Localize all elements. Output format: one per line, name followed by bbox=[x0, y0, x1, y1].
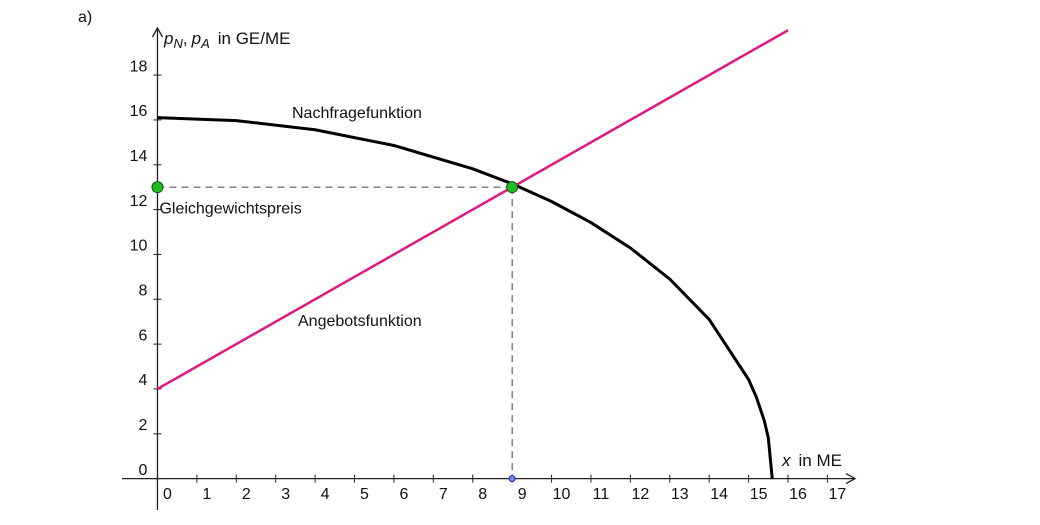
x-tick-label: 0 bbox=[163, 486, 172, 503]
y-tick-label: 18 bbox=[130, 58, 148, 75]
panel-label: a) bbox=[78, 9, 92, 26]
x-tick-label: 2 bbox=[242, 486, 251, 503]
y-tick-label: 6 bbox=[139, 327, 148, 344]
y-tick-label: 2 bbox=[139, 417, 148, 434]
x-tick-label: 3 bbox=[281, 486, 290, 503]
y-tick-label: 12 bbox=[130, 193, 148, 210]
y-axis-label: pN, pA in GE/ME bbox=[163, 29, 290, 51]
x-tick-label: 7 bbox=[439, 486, 448, 503]
price-point bbox=[151, 181, 164, 194]
y-label-part: A bbox=[200, 36, 210, 51]
curve-label: Nachfragefunktion bbox=[292, 105, 422, 122]
quantity-point bbox=[508, 475, 516, 483]
y-tick-label: 14 bbox=[130, 148, 148, 165]
x-label-part: in ME bbox=[799, 451, 842, 470]
y-label-part: , bbox=[183, 29, 188, 48]
x-tick-label: 12 bbox=[631, 486, 649, 503]
curve bbox=[156, 29, 789, 391]
x-tick-label: 11 bbox=[593, 486, 610, 503]
y-tick-label: 10 bbox=[130, 238, 148, 255]
y-tick-label: 16 bbox=[130, 103, 148, 120]
x-axis-label: x in ME bbox=[781, 451, 842, 470]
y-tick-label: 0 bbox=[139, 462, 148, 479]
y-label-part: p bbox=[191, 29, 201, 48]
x-tick-label: 9 bbox=[518, 486, 527, 503]
x-tick-label: 4 bbox=[321, 486, 330, 503]
curve-label: Angebotsfunktion bbox=[298, 313, 422, 330]
x-tick-label: 15 bbox=[750, 486, 768, 503]
x-tick-label: 1 bbox=[202, 486, 211, 503]
x-label-part: x bbox=[781, 451, 791, 470]
y-tick-label: 8 bbox=[139, 282, 148, 299]
x-tick-label: 8 bbox=[478, 486, 487, 503]
x-axis-arrow bbox=[845, 473, 857, 485]
x-tick-label: 5 bbox=[360, 486, 369, 503]
y-axis-arrow bbox=[151, 26, 164, 38]
curve bbox=[157, 116, 774, 479]
x-tick-label: 13 bbox=[671, 486, 689, 503]
x-tick-label: 6 bbox=[399, 486, 408, 503]
equilibrium-point bbox=[506, 181, 519, 194]
y-label-part: N bbox=[173, 36, 183, 51]
x-tick-label: 10 bbox=[553, 486, 571, 503]
x-tick-label: 17 bbox=[829, 486, 847, 503]
y-label-part: p bbox=[163, 29, 173, 48]
y-label-part: in GE/ME bbox=[218, 29, 291, 48]
y-tick-label: 4 bbox=[139, 372, 148, 389]
x-tick-label: 14 bbox=[710, 486, 728, 503]
point-label: Gleichgewichtspreis bbox=[159, 200, 301, 217]
x-tick-label: 16 bbox=[789, 486, 807, 503]
